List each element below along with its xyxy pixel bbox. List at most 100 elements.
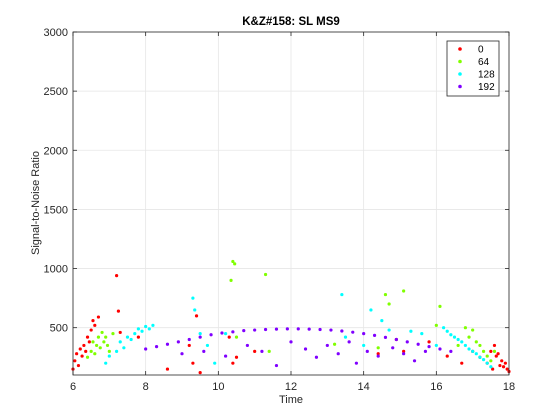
data-point	[412, 359, 417, 363]
data-point	[165, 367, 170, 371]
data-point	[478, 343, 482, 348]
y-tick-label: 2000	[44, 145, 68, 157]
data-point	[140, 329, 144, 333]
data-point	[187, 337, 191, 342]
data-point	[285, 327, 289, 331]
data-point	[115, 274, 119, 278]
data-point	[229, 278, 233, 282]
data-point	[187, 343, 191, 348]
data-point	[402, 352, 406, 356]
data-point	[205, 343, 210, 348]
data-point	[438, 304, 442, 308]
data-point	[176, 340, 180, 344]
data-point	[80, 354, 84, 358]
data-point	[500, 359, 504, 363]
data-point	[307, 327, 311, 331]
data-point	[154, 345, 159, 349]
data-point	[491, 367, 495, 371]
data-point	[347, 340, 351, 344]
data-point	[416, 342, 420, 346]
x-tick-label: 8	[143, 381, 149, 393]
data-point	[340, 292, 344, 297]
data-point	[96, 315, 101, 319]
data-point	[165, 342, 170, 346]
data-point	[369, 308, 373, 312]
data-point	[365, 349, 369, 353]
data-point	[467, 335, 471, 339]
x-axis-label: Time	[279, 394, 303, 406]
data-point	[362, 343, 366, 348]
data-point	[220, 331, 224, 335]
data-point	[427, 340, 431, 344]
data-point	[387, 328, 391, 332]
data-point	[209, 333, 213, 337]
data-point	[405, 340, 409, 344]
data-point	[442, 326, 446, 330]
data-point	[198, 332, 202, 336]
legend-marker	[458, 72, 462, 76]
data-point	[303, 347, 308, 351]
data-point	[376, 346, 380, 350]
data-point	[296, 327, 300, 331]
data-point	[274, 363, 279, 368]
data-point	[95, 343, 99, 348]
data-point	[260, 349, 264, 353]
data-point	[445, 354, 449, 358]
data-point	[489, 349, 493, 353]
data-point	[492, 343, 497, 348]
y-tick-label: 2500	[44, 86, 68, 98]
series-64	[85, 259, 497, 363]
data-point	[194, 314, 199, 318]
data-point	[456, 343, 460, 348]
data-point	[231, 361, 235, 365]
data-point	[91, 340, 95, 344]
data-point	[463, 326, 467, 330]
data-point	[351, 330, 355, 334]
data-point	[376, 352, 380, 356]
data-point	[118, 330, 122, 335]
data-point	[485, 361, 489, 365]
data-point	[496, 352, 500, 356]
data-point	[82, 343, 86, 348]
data-point	[274, 327, 279, 331]
data-point	[144, 347, 148, 351]
data-point	[224, 354, 228, 358]
data-point	[452, 335, 457, 339]
data-point	[96, 335, 101, 339]
data-point	[224, 332, 228, 336]
data-point	[434, 343, 438, 348]
legend-label: 128	[478, 70, 495, 81]
data-point	[409, 329, 413, 333]
x-axis-ticks: 6 8 10 12 14 16 18	[70, 32, 515, 393]
data-point	[362, 332, 366, 336]
data-point	[125, 335, 130, 339]
data-point	[423, 349, 428, 353]
data-point	[372, 333, 377, 337]
data-point	[98, 346, 102, 350]
data-point	[89, 349, 93, 353]
y-tick-label: 3000	[44, 27, 68, 39]
data-point	[104, 361, 108, 365]
data-point	[481, 349, 486, 353]
data-point	[84, 349, 88, 353]
data-point	[242, 329, 246, 333]
data-point	[93, 352, 97, 356]
data-point	[460, 340, 464, 344]
data-point	[467, 347, 471, 351]
data-point	[438, 347, 442, 351]
data-point	[383, 335, 388, 339]
data-point	[191, 361, 195, 365]
y-axis-ticks: 500 1000 1500 2000 2500 3000	[44, 27, 509, 335]
data-point	[445, 329, 449, 333]
y-axis-label: Signal-to-Noise Ratio	[30, 151, 42, 255]
data-point	[76, 363, 81, 368]
data-point	[91, 318, 95, 323]
legend-marker	[458, 59, 462, 64]
data-point	[198, 335, 202, 339]
data-point	[420, 332, 424, 336]
data-point	[93, 323, 97, 327]
data-point	[118, 340, 122, 344]
data-point	[122, 346, 126, 350]
data-point	[231, 330, 235, 334]
